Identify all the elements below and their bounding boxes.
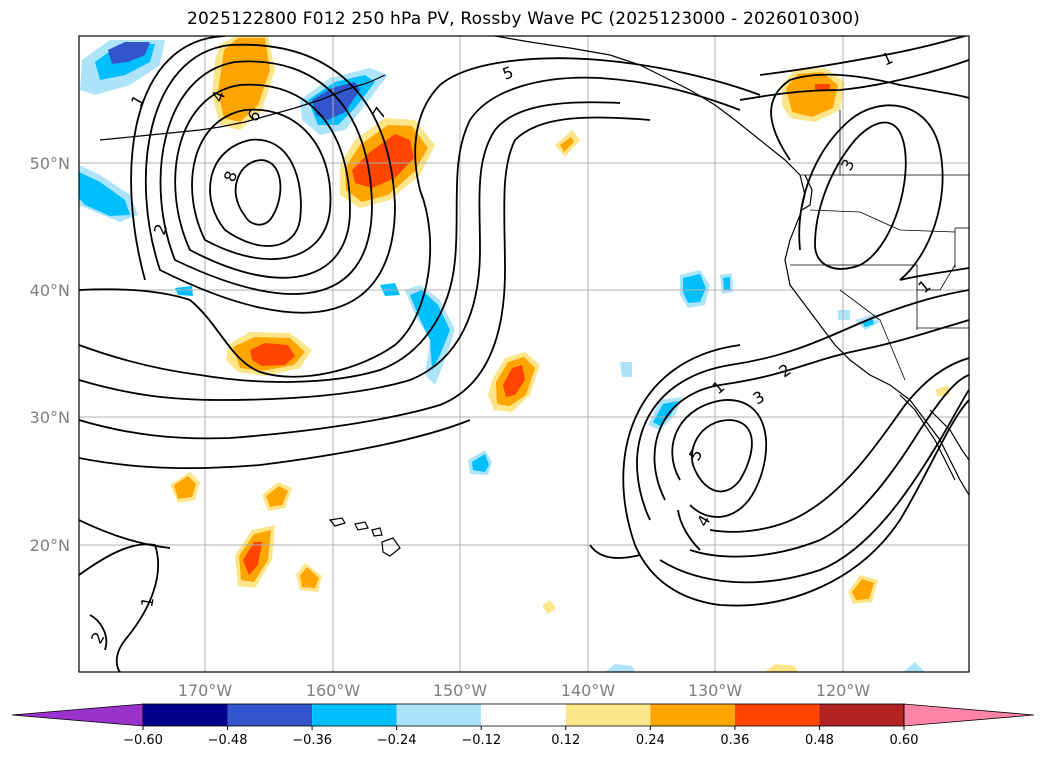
colorbar-label: 0.36 — [720, 733, 749, 748]
colorbar-label: −0.60 — [123, 733, 163, 748]
colorbar-extend-max — [903, 703, 1035, 727]
lat-label: 50°N — [30, 154, 70, 173]
lon-label: 170°W — [178, 681, 233, 700]
colorbar-label: −0.36 — [292, 733, 332, 748]
colorbar-segment — [734, 704, 820, 726]
colorbar-label: −0.48 — [208, 733, 248, 748]
colorbar-extend-min — [11, 703, 144, 727]
longitude-labels: 170°W 160°W 150°W 140°W 130°W 120°W — [178, 681, 871, 700]
colorbar-segment — [565, 704, 651, 726]
colorbar-segment — [396, 704, 482, 726]
colorbar-segment — [481, 704, 566, 726]
lat-label: 40°N — [30, 281, 70, 300]
map-frame — [78, 35, 970, 673]
coastlines — [99, 36, 969, 557]
colorbar-label: 0.60 — [890, 733, 919, 748]
colorbar-segment — [312, 704, 397, 726]
contour-label-1e: 1 — [137, 595, 157, 608]
lon-label: 120°W — [816, 681, 871, 700]
lat-label: 30°N — [30, 408, 70, 427]
lat-label: 20°N — [30, 536, 70, 555]
lon-label: 150°W — [433, 681, 488, 700]
colorbar-label: 0.12 — [551, 733, 580, 748]
colorbar-segment — [819, 704, 904, 726]
latitude-labels: 50°N 40°N 30°N 20°N — [30, 154, 70, 555]
colorbar-frame — [142, 703, 905, 727]
colorbar-segment — [650, 704, 735, 726]
colorbar: −0.60 −0.48 −0.36 −0.24 −0.12 0.12 0.24 0.36 0.4… — [11, 703, 1035, 748]
lon-label: 130°W — [688, 681, 743, 700]
colorbar-segment — [227, 704, 313, 726]
colorbar-label: 0.24 — [636, 733, 665, 748]
pv-contours — [79, 36, 969, 672]
colorbar-label: 0.48 — [805, 733, 834, 748]
colorbar-segment — [143, 704, 228, 726]
plot-title: 2025122800 F012 250 hPa PV, Rossby Wave … — [187, 9, 860, 29]
colorbar-label: −0.24 — [377, 733, 417, 748]
negative-pv-anomalies — [79, 40, 925, 672]
colorbar-label: −0.12 — [461, 733, 501, 748]
lon-label: 160°W — [306, 681, 361, 700]
lon-label: 140°W — [561, 681, 616, 700]
map-panel: 1 2 4 6 7 8 5 1 3 1 1 2 3 5 4 1 2 — [79, 36, 969, 672]
positive-pv-anomalies — [170, 36, 950, 672]
borders — [790, 110, 969, 381]
graticule — [79, 36, 969, 672]
